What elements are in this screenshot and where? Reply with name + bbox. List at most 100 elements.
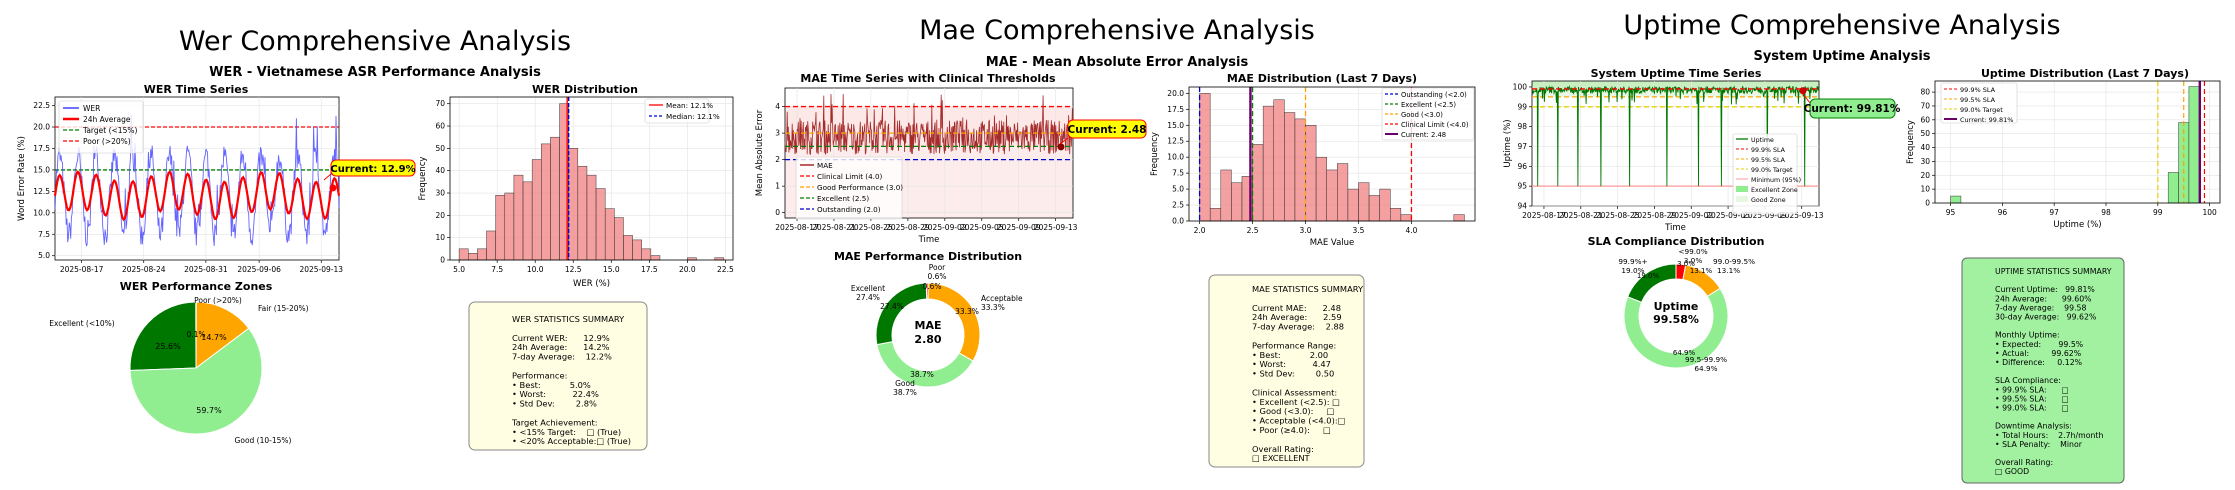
- uptime-pie-pct-990995: 13.1%: [1717, 266, 1740, 275]
- uptime-pie-label-990995: 99.0-99.5%: [1713, 257, 1755, 266]
- stats-line: 7-day Average: 12.2%: [512, 352, 612, 362]
- hist-bar: [468, 253, 478, 261]
- pie-slice: [129, 301, 197, 372]
- stats-line: Performance Range:: [1252, 340, 1336, 350]
- mae-suptitle: Mae Comprehensive Analysis: [919, 15, 1315, 46]
- x-tick-label: 2025-09-05: [960, 223, 1004, 232]
- mae-pie-pct-excellent: 27.4%: [856, 293, 880, 302]
- stats-line: • 99.0% SLA: □: [1995, 404, 2069, 413]
- mae-hist-legend: Outstanding (<2.0) Excellent (<2.5) Good…: [1381, 87, 1475, 141]
- y-axis-label: Frequency: [1906, 120, 1916, 164]
- stats-line: • 99.9% SLA: □: [1995, 385, 2069, 394]
- y-tick-label: 12.5: [33, 187, 50, 196]
- axes-frame: [1188, 86, 1476, 222]
- mae-ts-legend: MAE Clinical Limit (4.0) Good Performanc…: [795, 156, 903, 220]
- hist-bar: [458, 248, 469, 261]
- hist-bar: [1400, 214, 1412, 222]
- mae-inner-pct-excellent: 27.4%: [880, 302, 904, 311]
- x-tick-label: 2025-09-09: [1743, 211, 1787, 220]
- uptime-pie-title: SLA Compliance Distribution: [1588, 235, 1765, 248]
- y-tick-label: 7.5: [1172, 169, 1184, 178]
- uptime-subtitle: System Uptime Analysis: [1753, 49, 1930, 64]
- y-tick-label: 80: [1920, 88, 1930, 97]
- hist-bar: [1337, 163, 1349, 222]
- hist-bar: [2167, 172, 2179, 204]
- wer-histogram-chart: 0 10 20 30 40 50 60 70 5.0 7.5 10.0 12.5 15.0 17.5 20.…: [418, 96, 734, 289]
- x-tick-label: 3.5: [1353, 226, 1365, 235]
- current-marker: [1799, 87, 1807, 95]
- y-axis-label: Word Error Rate (%): [17, 136, 27, 221]
- excellent-zone: [1532, 81, 1819, 89]
- y-tick-label: 30: [1920, 157, 1930, 166]
- x-tick-label: 4.0: [1405, 226, 1417, 235]
- y-tick-label: 17.5: [33, 144, 50, 153]
- legend-mae: MAE: [817, 161, 833, 170]
- y-tick-label: 4: [775, 102, 780, 111]
- axes-frame: [54, 96, 340, 261]
- x-axis-label: WER (%): [573, 279, 610, 289]
- pie-slice: [195, 301, 250, 370]
- hist-bar: [1262, 105, 1274, 222]
- mae-inner-pct-acceptable: 33.3%: [955, 307, 979, 316]
- legend-good-performance: Good Performance (3.0): [817, 183, 903, 192]
- y-tick-label: 60: [1920, 115, 1930, 124]
- y-tick-label: 98: [1517, 122, 1527, 131]
- y-tick-label: 5.0: [38, 251, 50, 260]
- x-tick-label: 2025-09-02: [1669, 211, 1713, 220]
- y-tick-label: 1: [775, 182, 780, 191]
- legend-u-sla-995: 99.5% SLA: [1960, 96, 1996, 104]
- stats-line: UPTIME STATISTICS SUMMARY: [1995, 267, 2112, 276]
- uptime-series-line: [1531, 85, 1820, 187]
- wer-hist-legend: Mean: 12.1% Median: 12.1%: [644, 98, 720, 124]
- hist-bar: [495, 194, 506, 261]
- stats-line: 24h Average: 2.59: [1252, 312, 1342, 322]
- stats-line: • Good (<3.0): □: [1252, 406, 1334, 416]
- mae-pie-label-poor: Poor: [929, 263, 946, 272]
- uptime-pie-pct-999: 19.0%: [1621, 266, 1644, 275]
- uptime-pie-label-lt990: <99.0%: [1678, 247, 1707, 256]
- stats-line: 24h Average: 14.2%: [512, 342, 610, 352]
- current-marker: [329, 184, 337, 192]
- hist-bar: [1347, 188, 1359, 222]
- hist-bar: [541, 143, 551, 261]
- y-tick-label: 20: [435, 211, 445, 220]
- legend-sla-999: 99.9% SLA: [1751, 147, 1786, 154]
- y-tick-label: 10.0: [1167, 153, 1184, 162]
- wer-hist-title: WER Distribution: [532, 83, 638, 96]
- x-tick-label: 5.0: [453, 265, 465, 274]
- uptime-pie-label-995999: 99.5-99.9%: [1685, 355, 1727, 364]
- x-tick-label: 2025-08-17: [775, 223, 819, 232]
- x-tick-label: 2025-09-13: [299, 265, 343, 274]
- stats-line: • Total Hours: 2.7h/month: [1995, 431, 2103, 440]
- x-tick-label: 2025-08-21: [1559, 211, 1603, 220]
- wer-pie-title: WER Performance Zones: [120, 280, 273, 293]
- pie-slice: [875, 282, 928, 346]
- wer-pie-chart: [129, 301, 263, 435]
- pie-slice: [1623, 287, 1729, 369]
- x-tick-label: 2025-08-31: [184, 265, 228, 274]
- mae-pie-label-acceptable: Acceptable: [981, 294, 1023, 303]
- stats-line: • SLA Penalty: Minor: [1995, 440, 2083, 449]
- wer-subtitle: WER - Vietnamese ASR Performance Analysi…: [209, 65, 541, 80]
- uptime-ts-title: System Uptime Time Series: [1591, 67, 1762, 80]
- stats-line: Performance:: [512, 370, 567, 380]
- x-tick-label: 96: [1998, 208, 2008, 217]
- stats-line: 30-day Average: 99.62%: [1995, 313, 2096, 322]
- y-tick-label: 50: [435, 144, 445, 153]
- legend-poor: Poor (>20%): [83, 137, 131, 146]
- legend-h-excellent: Excellent (<2.5): [1401, 101, 1456, 109]
- uptime-ts-legend: Uptime 99.9% SLA 99.5% SLA 99.0% Target …: [1732, 133, 1801, 215]
- x-tick-label: 2025-09-13: [1780, 211, 1824, 220]
- mae-pie-pct-good: 38.7%: [893, 388, 917, 397]
- legend-wer: WER: [83, 104, 100, 113]
- y-tick-label: 30: [435, 189, 445, 198]
- legend-clinical-limit: Clinical Limit (4.0): [817, 172, 883, 181]
- x-tick-label: 2025-08-17: [60, 265, 104, 274]
- mae-center-label: MAE: [915, 319, 942, 332]
- x-tick-label: 2.5: [1247, 226, 1259, 235]
- mae-pie-pct-acceptable: 33.3%: [981, 303, 1005, 312]
- hist-bar: [632, 239, 642, 261]
- x-tick-label: 15.0: [603, 265, 620, 274]
- hist-bar: [1315, 156, 1327, 222]
- y-axis-label: Frequency: [418, 157, 428, 201]
